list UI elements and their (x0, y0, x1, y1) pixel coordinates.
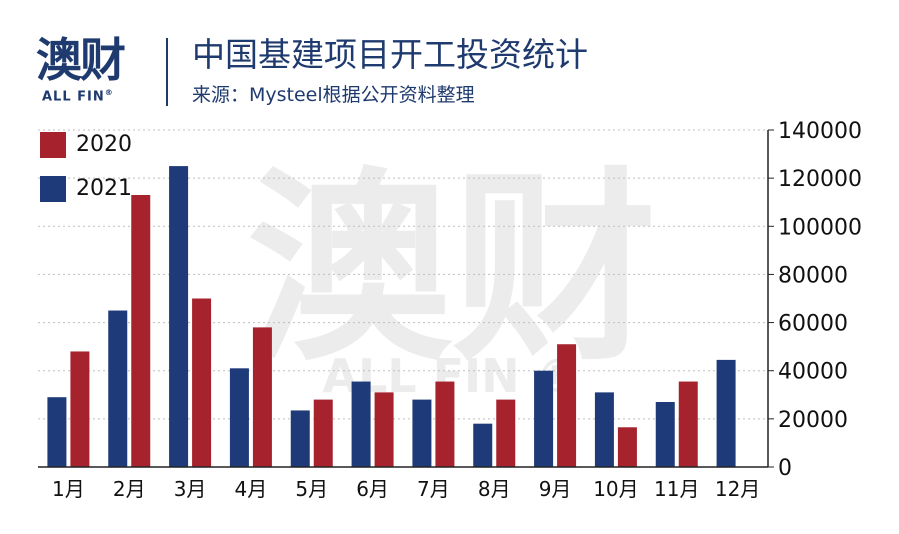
y-tick-labels: 0 20000 40000 60000 80000 100000 120000 140000 (778, 119, 862, 481)
bar-2021-4 (229, 368, 249, 467)
x-tick-label: 10月 (593, 477, 638, 501)
x-tick-label: 12月 (715, 477, 760, 501)
legend-label-2020: 2020 (76, 132, 132, 157)
x-tick-label: 8月 (478, 477, 511, 501)
x-tick-label: 1月 (52, 477, 85, 501)
chart-subtitle: 来源：Mysteel根据公开资料整理 (192, 84, 475, 106)
bar-2020-2 (131, 194, 151, 467)
y-tick-label: 60000 (778, 312, 848, 337)
bar-2020-11 (678, 381, 698, 467)
logo-text-main: ALL FIN (42, 89, 105, 105)
bar-2021-12 (716, 359, 736, 467)
x-tick-label: 2月 (113, 477, 146, 501)
bar-2020-7 (435, 381, 455, 467)
logo-mark: 澳财 (36, 33, 126, 87)
header-divider (166, 38, 168, 106)
bar-2020-4 (252, 327, 272, 467)
legend-label-2021: 2021 (76, 176, 132, 201)
x-tick-label: 4月 (235, 477, 268, 501)
legend-swatch-2020 (40, 132, 66, 158)
bar-2021-2 (108, 310, 128, 467)
y-tick-label: 100000 (778, 215, 862, 240)
bar-2021-9 (534, 370, 554, 467)
x-tick-label: 6月 (356, 477, 389, 501)
x-tick-label: 9月 (539, 477, 572, 501)
x-tick-label: 11月 (654, 477, 699, 501)
x-tick-label: 5月 (295, 477, 328, 501)
axes (38, 129, 774, 468)
x-tick-label: 3月 (174, 477, 207, 501)
watermark: 澳财 ALL FIN ® (247, 151, 657, 403)
bar-2021-8 (473, 423, 493, 467)
y-tick-label: 120000 (778, 167, 862, 192)
watermark-main: 澳财 (247, 151, 657, 389)
bar-2020-3 (192, 298, 212, 467)
logo-text: ALL FIN® (42, 88, 114, 104)
bar-2020-5 (313, 399, 333, 467)
y-tick-label: 20000 (778, 408, 848, 433)
bar-2021-1 (47, 397, 67, 467)
gridlines (38, 129, 768, 420)
x-tick-labels: 1月 2月 3月 4月 5月 6月 7月 8月 9月 10月 11月 12月 (52, 477, 760, 501)
bar-2021-3 (169, 166, 189, 467)
logo-registered-mark: ® (104, 88, 114, 97)
bar-2020-9 (557, 344, 577, 467)
y-tick-label: 140000 (778, 119, 862, 144)
chart-title: 中国基建项目开工投资统计 (192, 35, 588, 74)
bar-2020-1 (70, 351, 90, 467)
bar-2020-8 (496, 399, 516, 467)
bar-2021-10 (594, 392, 614, 467)
logo: 澳财 ALL FIN® (36, 34, 148, 110)
y-tick-label: 80000 (778, 263, 848, 288)
bar-2021-5 (290, 410, 310, 467)
bar-2021-11 (655, 402, 675, 467)
bar-2020-10 (617, 427, 637, 467)
x-tick-label: 7月 (417, 477, 450, 501)
bars (47, 166, 736, 467)
bar-2021-7 (412, 399, 432, 467)
bar-2020-6 (374, 392, 394, 467)
y-tick-label: 40000 (778, 360, 848, 385)
bar-2021-6 (351, 381, 371, 467)
legend-swatch-2021 (40, 176, 66, 202)
y-tick-label: 0 (778, 456, 792, 481)
